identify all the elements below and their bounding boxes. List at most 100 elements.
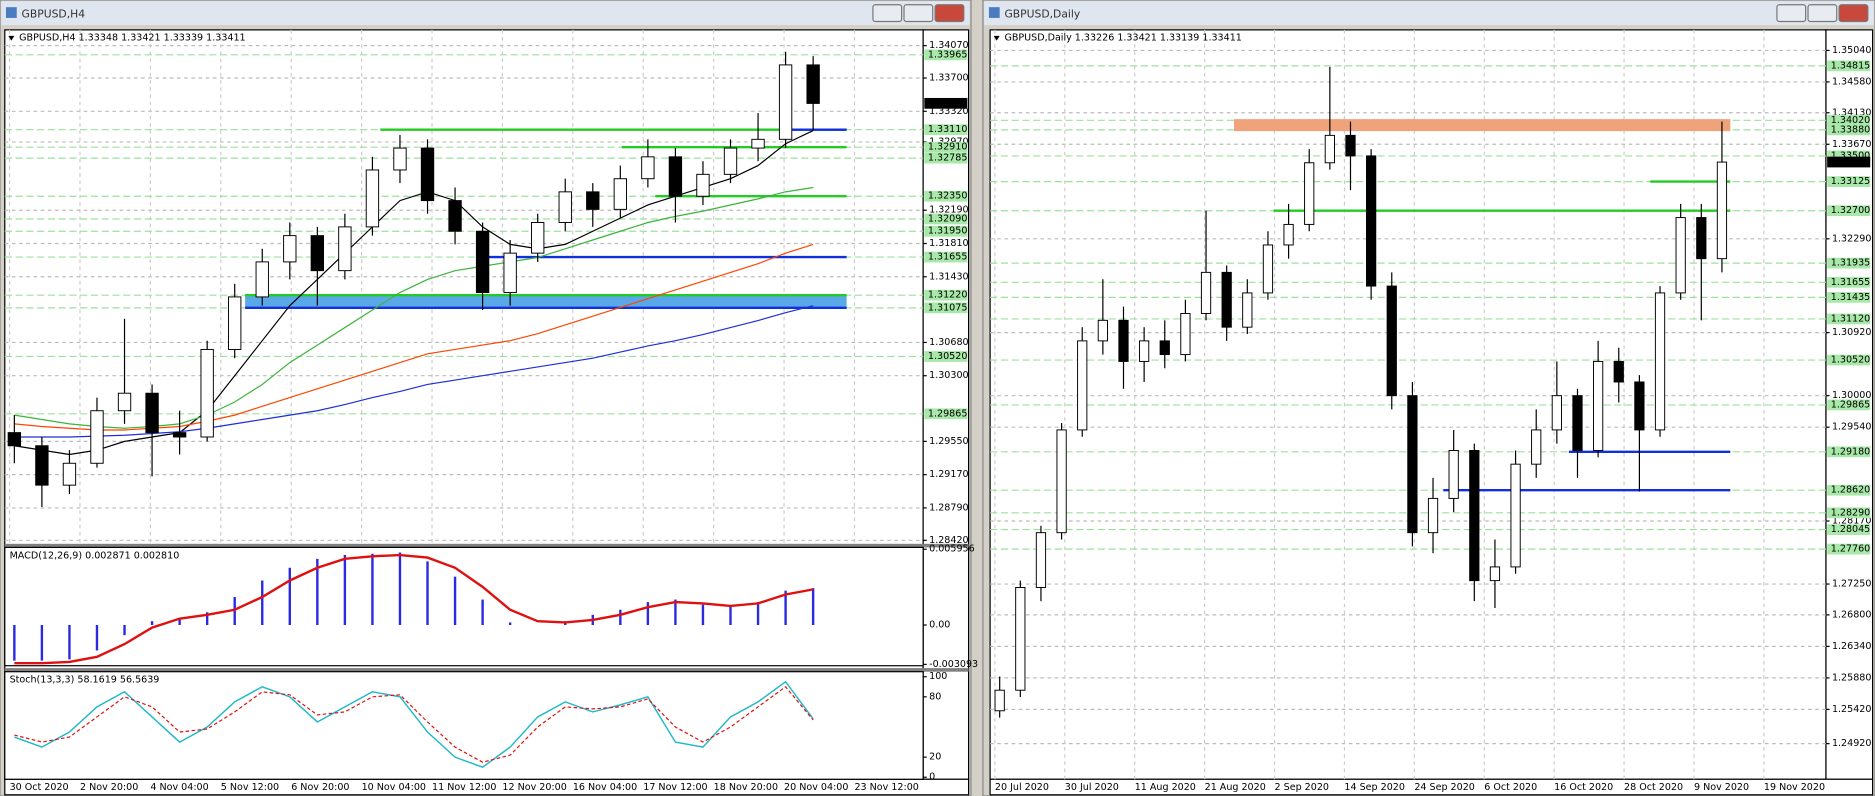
price-tick-label: 1.27250 [1832, 579, 1871, 590]
level-label-box [924, 302, 968, 314]
time-label: 23 Nov 12:00 [854, 782, 918, 793]
level-label-box [1827, 114, 1871, 126]
zone [1234, 120, 1731, 130]
zone [245, 295, 847, 308]
level-label: 1.32700 [1831, 205, 1870, 216]
candle-body [503, 252, 517, 294]
current-price-box [1827, 156, 1871, 168]
indicator-tick-label: 80 [929, 691, 941, 702]
price-tick-label: 1.32190 [929, 205, 968, 216]
candle-body [117, 392, 132, 412]
panel-separator [4, 543, 969, 548]
chart-header: GBPUSD,H4 1.33348 1.33421 1.33339 1.3341… [19, 33, 246, 44]
time-label: 30 Jul 2020 [1065, 782, 1119, 793]
price-tick-label: 1.30920 [1832, 327, 1871, 338]
price-tick-label: 1.34130 [1832, 107, 1871, 118]
window-button-min[interactable] [872, 4, 903, 23]
window-button-max[interactable] [903, 4, 934, 23]
time-label: 2 Sep 2020 [1275, 782, 1329, 793]
header-triangle [993, 35, 1000, 41]
price-tick-label: 1.25880 [1832, 672, 1871, 683]
candle-body [751, 138, 765, 149]
header-triangle [8, 35, 15, 41]
candle-body [1613, 360, 1624, 383]
level-label: 1.28290 [1831, 507, 1870, 518]
level-label: 1.33880 [1831, 124, 1870, 135]
candle-body [1716, 161, 1728, 260]
window-button-min[interactable] [1776, 4, 1807, 23]
candle-body [1572, 395, 1583, 451]
level-label-box [924, 408, 968, 420]
candle-body [778, 64, 793, 140]
candle-body [1283, 223, 1294, 246]
candle-body [1469, 449, 1480, 582]
price-tick-label: 1.31430 [929, 271, 968, 282]
price-tick-label: 1.25420 [1832, 704, 1871, 715]
time-label: 30 Oct 2020 [10, 782, 69, 793]
candle-body [668, 156, 683, 197]
level-label: 1.31655 [928, 252, 967, 263]
level-label-box [1827, 484, 1871, 496]
window-button-close[interactable] [934, 4, 965, 23]
level-label: 1.32350 [928, 191, 967, 202]
price-tick-label: 1.28420 [929, 535, 968, 546]
candle-body [531, 222, 545, 254]
level-label: 1.29180 [1831, 446, 1870, 457]
level-label: 1.33125 [1831, 176, 1870, 187]
candle-body [1654, 292, 1666, 431]
candle-body [7, 432, 22, 447]
time-axis-area [989, 778, 1874, 796]
candle-body [1118, 319, 1129, 362]
time-label: 16 Nov 04:00 [573, 782, 637, 793]
level-label: 1.32090 [928, 213, 967, 224]
level-label-box [1827, 176, 1871, 187]
level-label: 1.31075 [928, 302, 967, 313]
macd-signal [14, 553, 814, 665]
candle-body [1386, 285, 1397, 397]
candle-body [558, 191, 572, 223]
level-label: 1.27760 [1831, 544, 1870, 555]
level-label-box [1827, 524, 1871, 535]
price-tick-label: 1.28790 [929, 502, 968, 513]
price-tick-label: 1.30680 [929, 337, 968, 348]
level-label-box [1827, 354, 1871, 366]
candle-body [1448, 449, 1459, 499]
window-button-close[interactable] [1838, 4, 1869, 23]
candle-body [310, 235, 325, 272]
current-price-label: 1.33411 [1831, 157, 1870, 168]
price-tick-label: 1.24920 [1832, 738, 1871, 749]
candle-body [1531, 429, 1542, 465]
candle-body [1262, 244, 1274, 294]
candle-body [338, 226, 352, 272]
candle-body [145, 392, 159, 434]
level-label-box [1827, 399, 1871, 411]
candle-body [1159, 340, 1170, 356]
price-tick-label: 1.34580 [1832, 76, 1871, 87]
moving-average [14, 305, 814, 438]
window-button-max[interactable] [1807, 4, 1838, 23]
stoch-signal [14, 685, 814, 763]
level-label: 1.29865 [928, 408, 967, 419]
level-label: 1.32910 [928, 142, 967, 153]
level-label: 1.33500 [1831, 150, 1870, 161]
stoch-main [14, 680, 814, 769]
level-label-box [1827, 446, 1871, 458]
level-label-box [1827, 205, 1871, 217]
price-tick-label: 1.34070 [929, 40, 968, 51]
time-label: 6 Nov 20:00 [291, 782, 349, 793]
level-label: 1.32785 [928, 153, 967, 164]
price-tick-label: 1.33320 [929, 106, 968, 117]
level-label-box [924, 225, 968, 237]
time-label: 11 Aug 2020 [1135, 782, 1196, 793]
time-label: 16 Oct 2020 [1554, 782, 1613, 793]
level-label-box [1827, 60, 1871, 72]
time-label: 17 Nov 12:00 [643, 782, 707, 793]
candle-body [365, 169, 380, 228]
candle-body [283, 235, 297, 263]
candle-body [420, 147, 435, 202]
time-label: 28 Oct 2020 [1624, 782, 1683, 793]
title-bar [984, 1, 1874, 26]
candle-body [1407, 395, 1418, 534]
level-label-box [924, 289, 968, 301]
level-label: 1.34815 [1831, 60, 1870, 71]
